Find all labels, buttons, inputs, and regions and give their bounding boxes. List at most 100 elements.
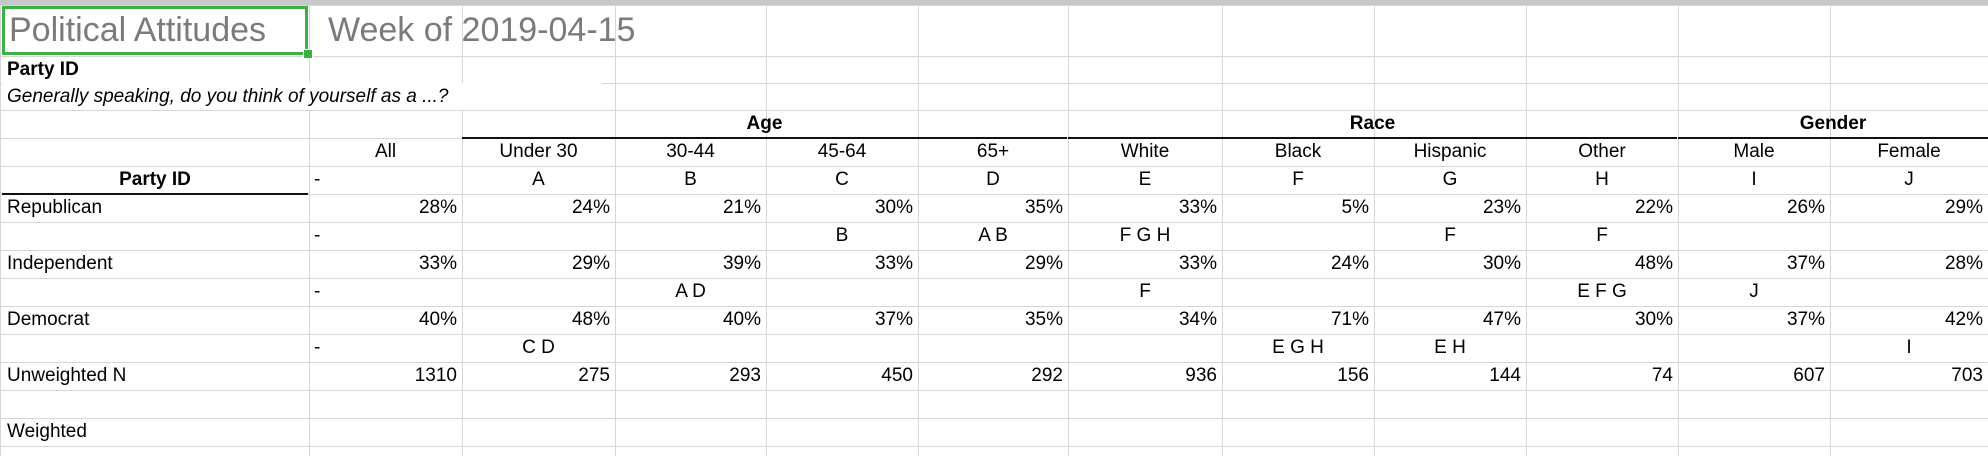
column-header[interactable]: Male bbox=[1733, 141, 1775, 162]
significance-cell[interactable]: I bbox=[1906, 337, 1912, 358]
significance-cell[interactable] bbox=[918, 278, 1068, 305]
significance-cell[interactable] bbox=[1678, 222, 1830, 249]
value-cell[interactable]: 275 bbox=[578, 365, 610, 386]
fill-handle[interactable] bbox=[303, 49, 313, 59]
value-cell[interactable]: 33% bbox=[1178, 197, 1217, 218]
significance-cell[interactable]: C D bbox=[522, 337, 555, 358]
row-label[interactable]: Unweighted N bbox=[7, 365, 127, 386]
value-cell[interactable]: 5% bbox=[1341, 197, 1369, 218]
significance-cell[interactable]: F bbox=[1139, 281, 1151, 302]
row-label[interactable] bbox=[2, 278, 302, 305]
row-label[interactable]: Democrat bbox=[7, 309, 90, 330]
significance-cell[interactable] bbox=[918, 334, 1068, 361]
significance-cell[interactable]: E H bbox=[1434, 337, 1466, 358]
significance-cell[interactable]: - bbox=[314, 337, 321, 358]
column-header[interactable]: White bbox=[1120, 141, 1170, 162]
value-cell[interactable]: 35% bbox=[1024, 309, 1063, 330]
weighted-label[interactable]: Weighted bbox=[7, 421, 87, 442]
row-label[interactable] bbox=[2, 222, 302, 249]
row-label[interactable] bbox=[2, 334, 302, 361]
value-cell[interactable]: 74 bbox=[1651, 365, 1673, 386]
value-cell[interactable]: 33% bbox=[874, 253, 913, 274]
column-letter[interactable]: B bbox=[684, 169, 697, 190]
significance-cell[interactable]: J bbox=[1749, 281, 1759, 302]
question-text[interactable]: Generally speaking, do you think of your… bbox=[2, 83, 602, 110]
value-cell[interactable]: 23% bbox=[1482, 197, 1521, 218]
significance-cell[interactable] bbox=[766, 278, 918, 305]
value-cell[interactable]: 37% bbox=[1786, 253, 1825, 274]
significance-cell[interactable] bbox=[1526, 334, 1678, 361]
significance-cell[interactable] bbox=[1068, 334, 1222, 361]
value-cell[interactable]: 48% bbox=[571, 309, 610, 330]
significance-cell[interactable] bbox=[1222, 278, 1374, 305]
sheet-title[interactable]: Political Attitudes bbox=[9, 11, 267, 49]
value-cell[interactable]: 40% bbox=[418, 309, 457, 330]
significance-cell[interactable]: - bbox=[314, 281, 321, 302]
column-letter[interactable]: - bbox=[314, 169, 321, 190]
column-letter[interactable]: D bbox=[986, 169, 1000, 190]
value-cell[interactable]: 29% bbox=[1024, 253, 1063, 274]
value-cell[interactable]: 37% bbox=[874, 309, 913, 330]
significance-cell[interactable] bbox=[1830, 278, 1988, 305]
value-cell[interactable]: 33% bbox=[418, 253, 457, 274]
value-cell[interactable]: 26% bbox=[1786, 197, 1825, 218]
row-label[interactable]: Republican bbox=[7, 197, 103, 218]
significance-cell[interactable]: B bbox=[835, 225, 849, 246]
column-letter[interactable]: E bbox=[1138, 169, 1152, 190]
party-id-row-label[interactable]: Party ID bbox=[119, 169, 191, 190]
column-letter[interactable]: F bbox=[1292, 169, 1304, 190]
value-cell[interactable]: 30% bbox=[1634, 309, 1673, 330]
value-cell[interactable]: 30% bbox=[1482, 253, 1521, 274]
value-cell[interactable]: 29% bbox=[571, 253, 610, 274]
significance-cell[interactable] bbox=[462, 222, 615, 249]
value-cell[interactable]: 71% bbox=[1330, 309, 1369, 330]
group-gender[interactable]: Gender bbox=[1799, 113, 1867, 134]
significance-cell[interactable]: - bbox=[314, 225, 321, 246]
column-header[interactable]: Other bbox=[1578, 141, 1626, 162]
significance-cell[interactable] bbox=[1374, 278, 1526, 305]
value-cell[interactable]: 39% bbox=[722, 253, 761, 274]
value-cell[interactable]: 293 bbox=[729, 365, 761, 386]
value-cell[interactable]: 936 bbox=[1185, 365, 1217, 386]
significance-cell[interactable] bbox=[1830, 222, 1988, 249]
active-cell-selection[interactable] bbox=[2, 6, 308, 55]
column-letter[interactable]: G bbox=[1442, 169, 1458, 190]
significance-cell[interactable]: E G H bbox=[1272, 337, 1324, 358]
column-letter[interactable]: C bbox=[835, 169, 849, 190]
column-header[interactable]: Under 30 bbox=[499, 141, 578, 162]
column-letter[interactable]: H bbox=[1595, 169, 1609, 190]
value-cell[interactable]: 33% bbox=[1178, 253, 1217, 274]
column-header[interactable]: Black bbox=[1274, 141, 1322, 162]
significance-cell[interactable] bbox=[1678, 334, 1830, 361]
column-letter[interactable]: J bbox=[1904, 169, 1914, 190]
column-header[interactable]: 45-64 bbox=[817, 141, 867, 162]
value-cell[interactable]: 21% bbox=[722, 197, 761, 218]
value-cell[interactable]: 450 bbox=[881, 365, 913, 386]
value-cell[interactable]: 35% bbox=[1024, 197, 1063, 218]
column-letter[interactable]: I bbox=[1751, 169, 1757, 190]
value-cell[interactable]: 28% bbox=[1944, 253, 1983, 274]
week-label[interactable]: Week of 2019-04-15 bbox=[328, 11, 636, 49]
row-label[interactable]: Independent bbox=[7, 253, 113, 274]
column-header[interactable]: All bbox=[374, 141, 397, 162]
column-header[interactable]: 30-44 bbox=[666, 141, 715, 162]
value-cell[interactable]: 47% bbox=[1482, 309, 1521, 330]
value-cell[interactable]: 156 bbox=[1337, 365, 1369, 386]
value-cell[interactable]: 292 bbox=[1031, 365, 1063, 386]
group-age[interactable]: Age bbox=[746, 113, 783, 134]
value-cell[interactable]: 37% bbox=[1786, 309, 1825, 330]
column-letter[interactable]: A bbox=[532, 169, 545, 190]
significance-cell[interactable]: A D bbox=[675, 281, 706, 302]
group-race[interactable]: Race bbox=[1349, 113, 1396, 134]
significance-cell[interactable]: E F G bbox=[1577, 281, 1627, 302]
significance-cell[interactable] bbox=[1222, 222, 1374, 249]
value-cell[interactable]: 42% bbox=[1944, 309, 1983, 330]
significance-cell[interactable]: F bbox=[1444, 225, 1456, 246]
value-cell[interactable]: 22% bbox=[1634, 197, 1673, 218]
value-cell[interactable]: 30% bbox=[874, 197, 913, 218]
significance-cell[interactable]: F bbox=[1596, 225, 1608, 246]
column-header[interactable]: Female bbox=[1877, 141, 1941, 162]
column-header[interactable]: 65+ bbox=[976, 141, 1010, 162]
value-cell[interactable]: 29% bbox=[1944, 197, 1983, 218]
value-cell[interactable]: 24% bbox=[571, 197, 610, 218]
